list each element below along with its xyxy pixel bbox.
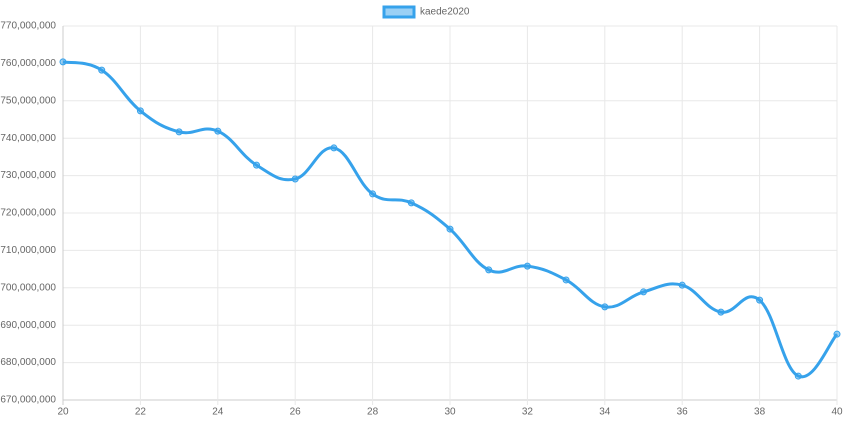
y-tick-label: 680,000,000 xyxy=(0,357,56,368)
point xyxy=(446,225,454,233)
point xyxy=(562,276,570,284)
x-tick-label: 38 xyxy=(754,407,766,418)
point xyxy=(523,262,531,270)
x-tick-label: 24 xyxy=(212,407,224,418)
y-tick-label: 750,000,000 xyxy=(0,95,56,106)
y-tick-label: 720,000,000 xyxy=(0,208,56,219)
legend-label: kaede2020 xyxy=(420,7,470,18)
point xyxy=(59,58,67,66)
point xyxy=(253,161,260,169)
y-tick-label: 770,000,000 xyxy=(0,21,56,32)
y-tick-label: 690,000,000 xyxy=(0,320,56,331)
x-tick-label: 36 xyxy=(677,407,689,418)
y-tick-label: 700,000,000 xyxy=(0,282,56,293)
point xyxy=(717,308,725,316)
legend-swatch xyxy=(382,5,416,19)
point xyxy=(136,107,144,115)
x-tick-label: 40 xyxy=(831,407,843,418)
y-tick-label: 740,000,000 xyxy=(0,133,56,144)
point xyxy=(640,288,647,296)
x-tick-label: 30 xyxy=(444,407,456,418)
x-tick-label: 32 xyxy=(522,407,534,418)
point xyxy=(175,128,183,136)
point xyxy=(678,281,686,289)
point xyxy=(407,199,415,207)
point xyxy=(485,266,493,274)
x-tick-label: 34 xyxy=(599,407,611,418)
point xyxy=(756,296,764,304)
x-tick-label: 20 xyxy=(57,407,69,418)
point xyxy=(98,66,106,74)
point xyxy=(794,372,802,380)
y-tick-label: 760,000,000 xyxy=(0,58,56,69)
point xyxy=(833,330,841,338)
x-tick-label: 22 xyxy=(135,407,147,418)
x-tick-label: 28 xyxy=(367,407,379,418)
point xyxy=(369,190,377,198)
point xyxy=(601,303,609,311)
point xyxy=(214,127,222,135)
point xyxy=(330,144,338,152)
y-tick-label: 670,000,000 xyxy=(0,395,56,406)
y-tick-label: 730,000,000 xyxy=(0,170,56,181)
y-tick-label: 710,000,000 xyxy=(0,245,56,256)
x-tick-label: 26 xyxy=(290,407,302,418)
point xyxy=(291,175,299,183)
